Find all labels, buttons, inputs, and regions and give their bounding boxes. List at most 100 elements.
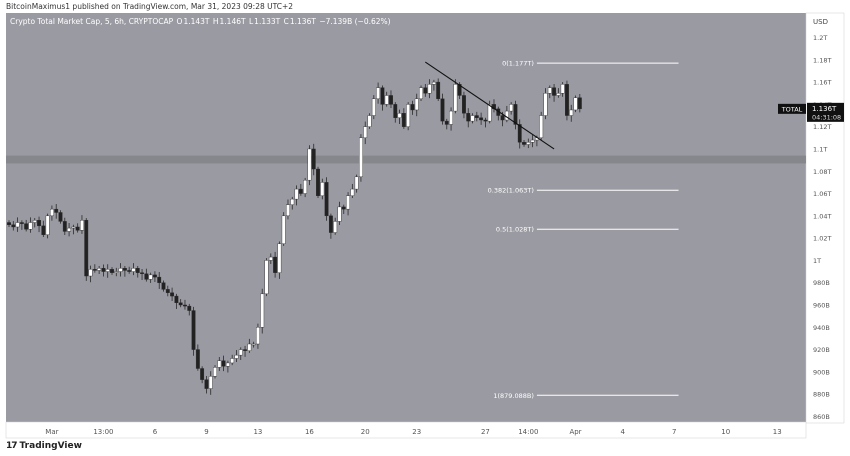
- candle-body: [517, 124, 522, 143]
- candle-body: [84, 220, 89, 277]
- candle-body: [157, 276, 162, 283]
- candle-body: [97, 268, 102, 271]
- y-tick-label: 1.1T: [813, 145, 827, 153]
- candle-body: [122, 268, 127, 271]
- x-tick-label: 4: [621, 428, 626, 436]
- candle-body: [11, 224, 16, 228]
- candle-body: [380, 87, 385, 105]
- x-tick-label: 6: [153, 428, 158, 436]
- candle-body: [183, 304, 187, 307]
- y-tick-label: 980B: [813, 279, 830, 287]
- candle-body: [92, 269, 97, 271]
- x-tick-label: 16: [305, 428, 314, 436]
- fib-level-label: 0(1.177T): [502, 60, 534, 68]
- support-zone: [6, 155, 806, 164]
- bar-countdown-label: 04:31:08: [812, 113, 841, 121]
- candle-body: [337, 206, 342, 222]
- candle-body: [251, 343, 256, 346]
- y-tick-label: 860B: [813, 413, 830, 421]
- publisher-header: BitcoinMaximus1 published on TradingView…: [6, 2, 294, 11]
- high-value: 1.146T: [219, 17, 246, 26]
- candle-body: [174, 295, 179, 303]
- candle-body: [294, 188, 299, 200]
- candle-body: [539, 115, 544, 139]
- x-tick-label: 13: [773, 428, 782, 436]
- candle-body: [431, 81, 436, 85]
- candle-body: [28, 222, 33, 230]
- candle-body: [414, 98, 419, 111]
- y-tick-label: 1.16T: [813, 79, 831, 87]
- candle-body: [273, 256, 278, 273]
- x-tick-label: 20: [361, 428, 370, 436]
- symbol-tag-bg: [778, 103, 806, 114]
- symbol-description[interactable]: Crypto Total Market Cap, 5, 6h, CRYPTOCA…: [10, 17, 174, 26]
- candle-body: [101, 268, 106, 272]
- plot-area: [6, 13, 806, 422]
- y-tick-label: 940B: [813, 324, 830, 332]
- x-tick-label: 10: [721, 428, 730, 436]
- candle-body: [406, 104, 411, 127]
- candle-body: [286, 204, 290, 217]
- tradingview-logo-icon: 17: [6, 441, 17, 451]
- x-tick-label: 27: [481, 428, 490, 436]
- tradingview-footer[interactable]: 17 TradingView: [6, 441, 82, 451]
- candle-body: [419, 87, 423, 100]
- candle-body: [80, 220, 84, 231]
- y-tick-label: 1.18T: [813, 56, 831, 64]
- y-tick-label: 1.12T: [813, 123, 831, 131]
- candle-body: [277, 243, 282, 273]
- x-tick-label: 13:00: [93, 428, 113, 436]
- candle-body: [483, 119, 488, 122]
- x-tick-label: 7: [672, 428, 676, 436]
- candle-body: [363, 126, 368, 139]
- candle-body: [474, 115, 479, 118]
- candle-body: [479, 117, 484, 121]
- candle-body: [7, 222, 11, 225]
- candle-body: [393, 104, 398, 118]
- candle-body: [191, 310, 196, 350]
- candle-body: [19, 222, 24, 224]
- change-value: −7.139B (−0.62%): [319, 17, 391, 26]
- candle-body: [346, 195, 350, 210]
- candle-body: [281, 215, 286, 244]
- candle-body: [500, 115, 505, 121]
- candle-body: [371, 98, 376, 116]
- candle-body: [573, 97, 578, 111]
- candle-body: [41, 225, 46, 235]
- open-value: 1.143T: [183, 17, 210, 26]
- x-tick-label: 14:00: [518, 428, 538, 436]
- candle-body: [466, 113, 471, 122]
- y-tick-label: 900B: [813, 368, 830, 376]
- candle-body: [140, 272, 144, 274]
- open-label: O: [176, 17, 183, 26]
- candle-body: [457, 84, 462, 96]
- fib-level-label: 1(879.088B): [493, 392, 534, 400]
- y-tick-label: 920B: [813, 346, 830, 354]
- close-value: 1.136T: [289, 17, 316, 26]
- y-tick-label: 1.02T: [813, 235, 831, 243]
- candle-body: [260, 293, 265, 328]
- candle-body: [328, 215, 333, 233]
- candle-body: [247, 343, 252, 351]
- candle-body: [298, 188, 303, 194]
- x-tick-label: 23: [412, 428, 421, 436]
- candle-body: [397, 113, 402, 118]
- candle-body: [350, 188, 355, 196]
- candle-body: [423, 87, 428, 94]
- candle-body: [565, 84, 569, 116]
- last-price-label: 1.136T: [812, 105, 837, 113]
- candle-body: [208, 376, 213, 389]
- candle-body: [427, 84, 432, 94]
- candle-body: [341, 206, 346, 210]
- x-tick-label: Mar: [45, 428, 58, 436]
- tradingview-brand: TradingView: [19, 441, 82, 451]
- y-tick-label: 1T: [813, 257, 821, 265]
- candle-body: [62, 221, 67, 232]
- candle-body: [333, 221, 338, 233]
- fib-level-label: 0.382(1.063T): [488, 187, 534, 195]
- candle-body: [504, 110, 509, 121]
- time-axis-panel: [5, 421, 807, 439]
- low-value: 1.133T: [254, 17, 281, 26]
- candle-body: [316, 168, 320, 196]
